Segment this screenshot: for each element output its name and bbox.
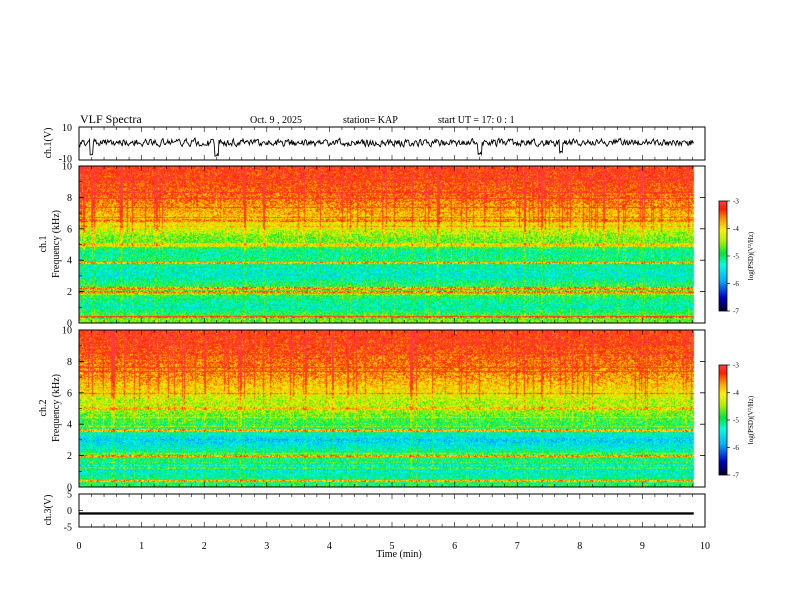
x-tick-label: 7	[515, 541, 520, 552]
ch3-ylabel: ch.3(V)	[43, 495, 54, 526]
frequency-tick-label: 2	[67, 287, 72, 298]
figure-title: VLF Spectra	[80, 112, 142, 126]
x-axis-label: Time (min)	[376, 549, 421, 560]
ch3-ytick-label: -5	[64, 523, 72, 534]
ch3-ytick-label: 5	[67, 490, 72, 501]
colorbar-tick-label: -4	[733, 225, 739, 233]
ch1-waveform-trace	[78, 137, 694, 157]
ch1-waveform-panel: 10 -10 ch.1(V)	[43, 123, 706, 165]
frequency-tick-label: 2	[67, 451, 72, 462]
ch1-colorbar-ticks: -3 -4 -5 -6 -7	[727, 198, 739, 316]
ch3-ytick-labels: 5 0 -5	[64, 490, 83, 534]
ch2-colorbar-label: log(PSD)(V²/Hz)	[747, 395, 755, 444]
ch2-frequency-ticks: 0 2 4 6 8 10	[62, 326, 705, 494]
frequency-tick-label: 8	[67, 357, 72, 368]
ch3-signal-band	[79, 512, 694, 515]
ch1-time-ticks	[78, 166, 706, 323]
ch2-frequency-label-text: Frequency (kHz)	[51, 374, 62, 442]
figure-date: Oct. 9 , 2025	[250, 115, 302, 126]
x-tick-label: 4	[327, 541, 332, 552]
x-tick-label: 6	[452, 541, 457, 552]
ch2-colorbar-ticks: -3 -4 -5 -6 -7	[727, 362, 739, 480]
colorbar-tick-label: -3	[733, 362, 739, 370]
ch1-frequency-label-text: Frequency (kHz)	[51, 210, 62, 278]
x-tick-label: 8	[577, 541, 582, 552]
x-tick-label: 1	[139, 541, 144, 552]
ch2-spectrogram-ylabel: ch.2	[38, 400, 49, 417]
colorbar-tick-label: -4	[733, 389, 739, 397]
x-tick-label: 0	[77, 541, 82, 552]
colorbar-tick-label: -5	[733, 417, 739, 425]
frequency-tick-label: 10	[62, 162, 72, 173]
ch2-spectrogram-image	[79, 330, 705, 487]
colorbar-tick-label: -5	[733, 253, 739, 261]
x-tick-label: 2	[202, 541, 207, 552]
ch3-ytick-label: 0	[67, 506, 72, 517]
frequency-tick-label: 4	[67, 256, 72, 267]
x-tick-label: 9	[640, 541, 645, 552]
frequency-tick-label: 10	[62, 326, 72, 337]
ch1-ylabel: ch.1(V)	[43, 128, 54, 159]
frequency-tick-label: 8	[67, 193, 72, 204]
frequency-tick-label: 0	[67, 319, 72, 330]
x-tick-label: 10	[700, 541, 710, 552]
colorbar-tick-label: -7	[733, 308, 739, 316]
x-tick-label: 5	[390, 541, 395, 552]
ch1-frequency-label: Frequency (kHz)	[51, 210, 62, 278]
colorbar-tick-label: -3	[733, 198, 739, 206]
ch1-colorbar-label: log(PSD)(V²/Hz)	[747, 231, 755, 280]
ch1-spectrogram-image	[79, 166, 705, 323]
ch3-panel: 5 0 -5 ch.3(V)	[43, 490, 706, 534]
figure-station: station= KAP	[343, 115, 398, 126]
ch1-ytick-top: 10	[62, 123, 72, 134]
x-tick-label: 3	[264, 541, 269, 552]
frequency-tick-label: 6	[67, 224, 72, 235]
ch1-ytick-bottom: -10	[59, 154, 72, 165]
colorbar-tick-label: -6	[733, 280, 739, 288]
ch2-spectrogram-ylabel-channel: ch.2	[38, 400, 49, 417]
ch2-colorbar	[719, 365, 727, 475]
figure-start-time: start UT = 17: 0 : 1	[438, 115, 515, 126]
ch1-spectrogram-ylabel-channel: ch.1	[38, 236, 49, 253]
ch1-colorbar	[719, 201, 727, 311]
colorbar-tick-label: -7	[733, 472, 739, 480]
ch3-time-ticks	[78, 494, 706, 527]
frequency-tick-label: 4	[67, 420, 72, 431]
ch2-frequency-label: Frequency (kHz)	[51, 374, 62, 442]
colorbar-tick-label: -6	[733, 444, 739, 452]
ch2-time-ticks	[78, 330, 706, 487]
frequency-tick-label: 0	[67, 483, 72, 494]
x-axis-tick-labels: 0 1 2 3 4 5 6 7 8 9 10	[77, 541, 711, 552]
ch1-frequency-ticks: 0 2 4 6 8 10	[62, 162, 705, 330]
ch1-spectrogram-ylabel: ch.1	[38, 236, 49, 253]
frequency-tick-label: 6	[67, 388, 72, 399]
ch1-waveform-ticks	[78, 127, 706, 160]
